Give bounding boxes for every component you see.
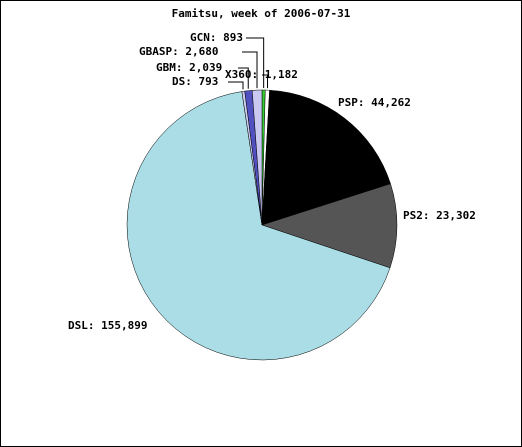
slice-label: GCN: 893 bbox=[190, 31, 243, 44]
leader-line bbox=[246, 37, 265, 89]
pie-slice bbox=[251, 89, 263, 226]
leader-line bbox=[242, 51, 258, 89]
slice-label: DSL: 155,899 bbox=[68, 319, 147, 332]
slice-label: DS: 793 bbox=[172, 75, 218, 88]
slice-label: PS2: 23,302 bbox=[403, 209, 476, 222]
slice-label: X360: 1,182 bbox=[225, 68, 298, 81]
leader-line bbox=[262, 74, 269, 89]
pie-slice bbox=[261, 183, 398, 269]
chart-title: Famitsu, week of 2006-07-31 bbox=[172, 7, 351, 20]
slice-label: PSP: 44,262 bbox=[338, 96, 411, 109]
leader-line bbox=[228, 81, 244, 90]
pie-slice bbox=[126, 91, 391, 361]
leader-line bbox=[238, 67, 249, 89]
slice-label: GBASP: 2,680 bbox=[139, 45, 218, 58]
pie-slice bbox=[261, 89, 391, 226]
slice-label: GBM: 2,039 bbox=[156, 61, 222, 74]
